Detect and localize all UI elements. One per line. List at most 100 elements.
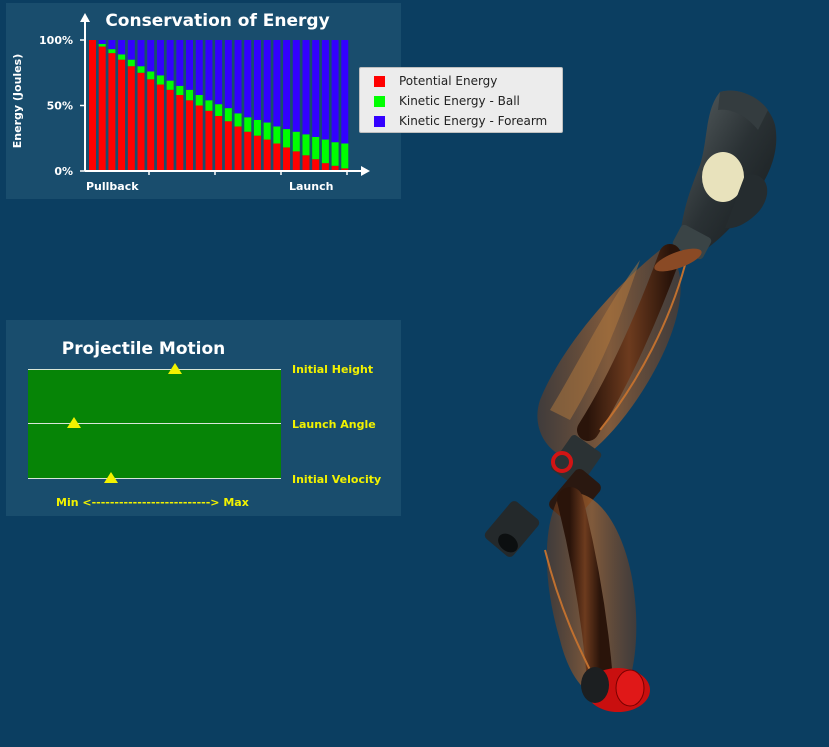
- legend-item-kinetic-ball: Kinetic Energy - Ball: [374, 93, 520, 109]
- energy-bar-segment-kinetic-forearm: [147, 40, 155, 72]
- energy-bar-segment-potential: [176, 95, 184, 171]
- energy-bar-segment-potential: [137, 72, 145, 171]
- energy-bar-segment-kinetic-forearm: [224, 40, 232, 109]
- y-axis-arrow: [80, 13, 90, 22]
- energy-bar-segment-potential: [215, 115, 223, 171]
- energy-chart-title: Conservation of Energy: [105, 11, 330, 31]
- legend-item-potential: Potential Energy: [374, 73, 497, 89]
- energy-bar-segment-kinetic-forearm: [156, 40, 164, 76]
- energy-bar-segment-potential: [118, 59, 126, 171]
- energy-bar-segment-potential: [195, 105, 203, 171]
- energy-bar-segment-potential: [156, 84, 164, 171]
- legend-label-kinetic-ball: Kinetic Energy - Ball: [399, 94, 520, 108]
- energy-bar-segment-kinetic-forearm: [234, 40, 242, 114]
- energy-bar-segment-kinetic-forearm: [118, 40, 126, 55]
- launch-angle-track[interactable]: [28, 423, 281, 424]
- legend-label-potential: Potential Energy: [399, 74, 498, 88]
- energy-bar-segment-potential: [205, 110, 213, 171]
- upper-arm-model: [544, 487, 650, 712]
- ball: [702, 152, 744, 202]
- energy-bar-segment-kinetic-ball: [156, 75, 164, 85]
- energy-bar-segment-potential: [321, 163, 329, 171]
- energy-bar-segment-kinetic-ball: [137, 66, 145, 73]
- initial-velocity-slider-thumb[interactable]: [104, 472, 119, 483]
- energy-bar-segment-kinetic-ball: [253, 119, 261, 136]
- energy-bar-segment-kinetic-ball: [224, 108, 232, 122]
- energy-bar-segment-kinetic-forearm: [331, 40, 339, 143]
- initial-height-label: Initial Height: [292, 363, 374, 376]
- energy-bar-segment-kinetic-forearm: [195, 40, 203, 96]
- projectile-controls-field: [28, 363, 281, 483]
- energy-bar-segment-kinetic-forearm: [176, 40, 184, 86]
- energy-bar-segment-kinetic-ball: [283, 129, 291, 148]
- launch-angle-label: Launch Angle: [292, 418, 376, 431]
- energy-bar-segment-kinetic-ball: [312, 136, 320, 160]
- energy-bar-segment-kinetic-ball: [263, 122, 271, 140]
- energy-bar-segment-potential: [127, 66, 135, 171]
- y-tick-label: 50%: [47, 100, 73, 113]
- energy-bar-segment-potential: [166, 89, 174, 171]
- energy-bar-segment-kinetic-ball: [341, 143, 349, 169]
- energy-chart: 100% 50% 0% Energy (Joules) Pullback Launch: [11, 13, 370, 193]
- energy-bar-segment-potential: [186, 100, 194, 171]
- energy-bar-segment-potential: [302, 155, 310, 171]
- energy-bar-segment-kinetic-ball: [166, 80, 174, 90]
- legend-label-kinetic-forearm: Kinetic Energy - Forearm: [399, 114, 548, 128]
- energy-bar-segment-kinetic-forearm: [186, 40, 194, 90]
- energy-bar-segment-potential: [341, 168, 349, 171]
- energy-bar-segment-kinetic-forearm: [341, 40, 349, 144]
- energy-bar-segment-potential: [253, 135, 261, 171]
- projectile-motion-title: Projectile Motion: [61, 339, 226, 359]
- energy-bar-segment-kinetic-forearm: [302, 40, 310, 135]
- energy-bar-segment-kinetic-forearm: [108, 40, 116, 50]
- energy-bar-segment-kinetic-forearm: [205, 40, 213, 101]
- launch-angle-slider-thumb[interactable]: [66, 417, 81, 428]
- energy-bar-segment-kinetic-ball: [215, 104, 223, 116]
- energy-bar-segment-kinetic-ball: [244, 117, 252, 132]
- hand-model: [672, 90, 777, 260]
- energy-bar-segment-kinetic-forearm: [253, 40, 261, 120]
- energy-bar-segment-potential: [108, 53, 116, 171]
- legend-swatch-kinetic-ball: [374, 95, 385, 107]
- energy-bar-segment-kinetic-forearm: [127, 40, 135, 60]
- legend-swatch-kinetic-forearm: [374, 115, 385, 127]
- energy-bar-segment-kinetic-forearm: [312, 40, 320, 137]
- energy-bar-segment-kinetic-forearm: [321, 40, 329, 140]
- energy-bar-segment-kinetic-ball: [176, 85, 184, 96]
- energy-bar-segment-potential: [273, 143, 281, 171]
- legend-item-kinetic-forearm: Kinetic Energy - Forearm: [374, 113, 547, 129]
- energy-bar-segment-kinetic-forearm: [273, 40, 281, 127]
- energy-bar-segment-kinetic-ball: [98, 43, 106, 47]
- initial-height-track[interactable]: [28, 369, 281, 370]
- energy-legend: Potential Energy Kinetic Energy - Ball K…: [359, 67, 563, 133]
- energy-bar-segment-potential: [244, 131, 252, 171]
- energy-bar-segment-potential: [292, 151, 300, 171]
- arm-model-illustration[interactable]: [470, 80, 810, 720]
- energy-bar-segment-kinetic-ball: [234, 113, 242, 127]
- energy-bar-segment-kinetic-forearm: [244, 40, 252, 118]
- energy-bar-segment-kinetic-forearm: [292, 40, 300, 132]
- energy-bar-segment-kinetic-ball: [195, 95, 203, 106]
- y-axis-title: Energy (Joules): [11, 54, 24, 148]
- energy-bar-segment-potential: [331, 165, 339, 171]
- initial-height-slider-thumb[interactable]: [167, 363, 182, 374]
- energy-bar-segment-potential: [263, 139, 271, 171]
- energy-bar-segment-kinetic-ball: [118, 54, 126, 60]
- x-end-label: Launch: [289, 180, 333, 193]
- initial-velocity-label: Initial Velocity: [292, 473, 382, 486]
- min-max-range-label: Min <--------------------------> Max: [56, 496, 249, 509]
- forearm-model: [537, 244, 702, 460]
- y-tick-label: 100%: [39, 34, 73, 47]
- energy-bar-segment-kinetic-ball: [108, 49, 116, 54]
- energy-bar-segment-kinetic-ball: [331, 142, 339, 166]
- projectile-motion-panel: Projectile Motion Initial Height Launch …: [6, 320, 401, 516]
- legend-swatch-potential: [374, 75, 385, 87]
- x-axis-arrow: [361, 166, 370, 176]
- energy-bar-segment-kinetic-ball: [205, 100, 213, 111]
- energy-bar-segment-potential: [234, 126, 242, 171]
- energy-bar-segment-kinetic-ball: [186, 89, 194, 101]
- energy-bar-segment-kinetic-ball: [302, 134, 310, 156]
- energy-bar-segment-potential: [312, 159, 320, 171]
- initial-velocity-track[interactable]: [28, 478, 281, 479]
- energy-bar-segment-potential: [98, 46, 106, 171]
